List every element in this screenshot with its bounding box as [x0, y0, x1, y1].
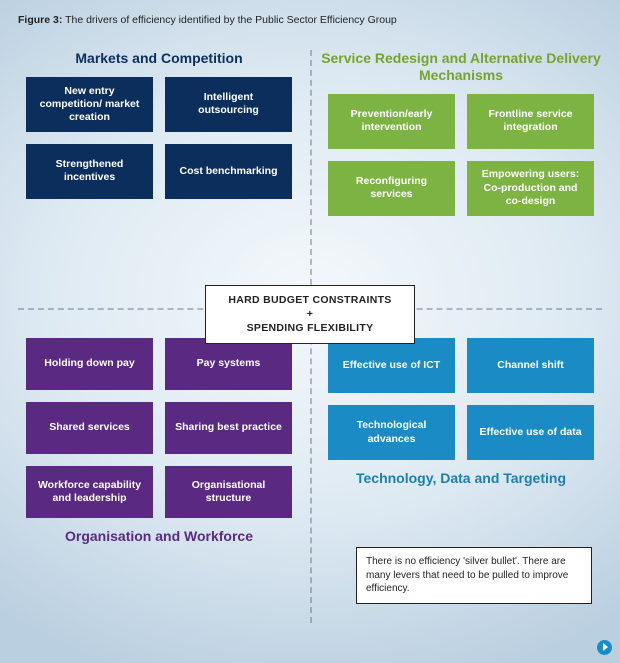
quadrant-technology-data: Effective use of ICT Channel shift Techn…	[320, 338, 602, 487]
driver-box: Pay systems	[165, 338, 292, 390]
next-arrow-icon[interactable]	[596, 639, 612, 655]
quadrant-title: Service Redesign and Alternative Deliver…	[320, 50, 602, 84]
driver-box: New entry competition/ market creation	[26, 77, 153, 132]
quadrant-container: Markets and Competition New entry compet…	[18, 50, 602, 623]
center-line2: SPENDING FLEXIBILITY	[212, 321, 408, 335]
quadrant-markets-competition: Markets and Competition New entry compet…	[18, 50, 300, 199]
driver-box: Shared services	[26, 402, 153, 454]
quadrant-title: Technology, Data and Targeting	[320, 470, 602, 487]
driver-box: Reconfiguring services	[328, 161, 455, 216]
figure-caption-text: The drivers of efficiency identified by …	[65, 14, 397, 26]
box-grid: Prevention/early intervention Frontline …	[320, 94, 602, 216]
driver-box: Channel shift	[467, 338, 594, 393]
quadrant-organisation-workforce: Holding down pay Pay systems Shared serv…	[18, 338, 300, 545]
driver-box: Sharing best practice	[165, 402, 292, 454]
box-grid: Effective use of ICT Channel shift Techn…	[320, 338, 602, 460]
footnote-text: There is no efficiency 'silver bullet'. …	[366, 556, 568, 594]
driver-box: Frontline service integration	[467, 94, 594, 149]
driver-box: Prevention/early intervention	[328, 94, 455, 149]
driver-box: Workforce capability and leadership	[26, 466, 153, 518]
quadrant-title: Markets and Competition	[18, 50, 300, 67]
driver-box: Technological advances	[328, 405, 455, 460]
box-grid: Holding down pay Pay systems Shared serv…	[18, 338, 300, 518]
center-constraint-box: HARD BUDGET CONSTRAINTS + SPENDING FLEXI…	[205, 285, 415, 344]
driver-box: Cost benchmarking	[165, 144, 292, 199]
box-grid: New entry competition/ market creation I…	[18, 77, 300, 199]
footnote-box: There is no efficiency 'silver bullet'. …	[356, 547, 592, 604]
driver-box: Strengthened incentives	[26, 144, 153, 199]
center-plus: +	[212, 307, 408, 321]
quadrant-service-redesign: Service Redesign and Alternative Deliver…	[320, 50, 602, 216]
quadrant-title: Organisation and Workforce	[18, 528, 300, 545]
figure-caption-label: Figure 3:	[18, 14, 62, 26]
driver-box: Effective use of ICT	[328, 338, 455, 393]
driver-box: Intelligent outsourcing	[165, 77, 292, 132]
driver-box: Organisational structure	[165, 466, 292, 518]
center-line1: HARD BUDGET CONSTRAINTS	[212, 293, 408, 307]
driver-box: Empowering users: Co-production and co-d…	[467, 161, 594, 216]
driver-box: Holding down pay	[26, 338, 153, 390]
figure-caption: Figure 3: The drivers of efficiency iden…	[18, 14, 397, 26]
driver-box: Effective use of data	[467, 405, 594, 460]
